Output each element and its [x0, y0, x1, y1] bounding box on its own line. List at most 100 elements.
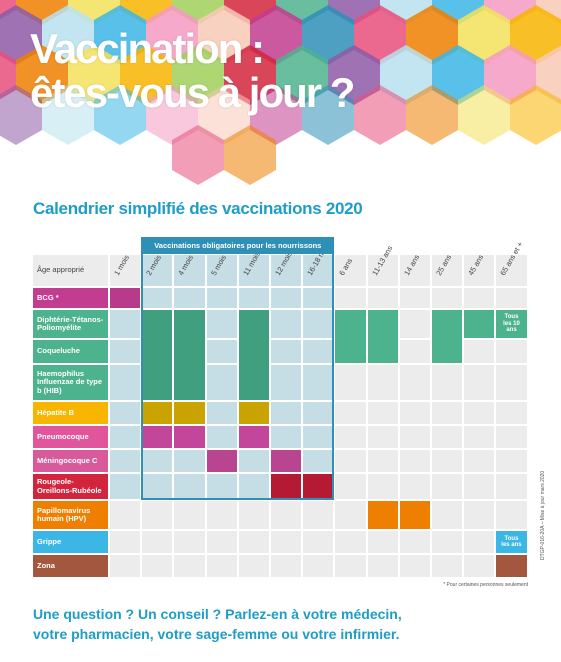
hexagon: [380, 0, 432, 25]
grid-cell: [237, 449, 270, 473]
grid-cell: [366, 530, 399, 554]
title: êtes-vous à jour ?: [30, 69, 355, 116]
vaccine-cell: [109, 287, 142, 309]
row-label: Méningocoque C: [32, 449, 109, 473]
grid-cell: [366, 425, 399, 449]
hexagon: [172, 125, 224, 185]
grid-cell: [173, 287, 206, 309]
grid-cell: [205, 530, 238, 554]
header-cell: [237, 254, 270, 287]
vaccine-cell: [463, 309, 496, 339]
grid-cell: [463, 449, 496, 473]
grid-cell: [270, 401, 303, 425]
footnote: * Pour certaines personnes seulement: [443, 582, 528, 588]
grid-cell: [205, 309, 238, 339]
grid-cell: [495, 401, 528, 425]
header-cell: [334, 254, 367, 287]
grid-cell: [302, 500, 335, 530]
hexagon: [94, 5, 146, 65]
vaccine-cell: [270, 449, 303, 473]
hexagon: [16, 45, 68, 105]
hexagon: [276, 0, 328, 25]
grid-cell: [463, 554, 496, 578]
grid-cell: [334, 425, 367, 449]
hexagon: [224, 0, 276, 25]
hexagon: [120, 0, 172, 25]
cell-annotation: Tous les 10 ans: [503, 314, 520, 334]
grid-cell: [141, 554, 174, 578]
grid-cell: [431, 364, 464, 401]
grid-cell: [270, 287, 303, 309]
grid-cell: [431, 401, 464, 425]
vaccine-cell: [173, 401, 206, 425]
cell-annotation: Tous les ans: [501, 535, 522, 549]
hexagon: [146, 5, 198, 65]
row-label: Pneumocoque: [32, 425, 109, 449]
grid-cell: [270, 500, 303, 530]
vaccine-cell: [173, 309, 206, 401]
grid-cell: [109, 309, 142, 339]
grid-cell: [431, 449, 464, 473]
grid-cell: [302, 449, 335, 473]
grid-cell: [398, 473, 431, 500]
hexagon: [172, 45, 224, 105]
grid-cell: [302, 554, 335, 578]
grid-cell: [302, 530, 335, 554]
hexagon: [380, 45, 432, 105]
grid-cell: [270, 425, 303, 449]
grid-cell: [109, 364, 142, 401]
header-cell: [205, 254, 238, 287]
grid-cell: [398, 287, 431, 309]
grid-cell: [366, 287, 399, 309]
grid-cell: [463, 287, 496, 309]
grid-cell: [334, 401, 367, 425]
header-cell: [495, 254, 528, 287]
header-cell: [431, 254, 464, 287]
row-label: Rougeole-Oreillons-Rubéole: [32, 473, 109, 500]
grid-cell: [366, 473, 399, 500]
grid-cell: [334, 530, 367, 554]
grid-cell: [205, 554, 238, 578]
row-label: Haemophilus Influenzae de type b (HIB): [32, 364, 109, 401]
grid-cell: [463, 425, 496, 449]
grid-cell: [334, 500, 367, 530]
grid-cell: [109, 425, 142, 449]
grid-cell: [398, 425, 431, 449]
grid-cell: [463, 364, 496, 401]
grid-cell: [205, 425, 238, 449]
hexagon: [224, 125, 276, 185]
grid-cell: [463, 339, 496, 364]
grid-cell: [431, 500, 464, 530]
footer-text: votre pharmacien, votre sage-femme ou vo…: [33, 626, 400, 642]
grid-cell: [463, 500, 496, 530]
hexagon: [0, 50, 16, 100]
hexagon: [0, 85, 42, 145]
grid-cell: [173, 500, 206, 530]
grid-cell: [109, 339, 142, 364]
banner: Vaccinations obligatoires pour les nourr…: [141, 237, 335, 254]
hexagon: [198, 85, 250, 145]
vaccine-cell: [205, 449, 238, 473]
grid-cell: [205, 339, 238, 364]
grid-cell: [109, 530, 142, 554]
hexagon: [354, 85, 406, 145]
grid-cell: [431, 425, 464, 449]
vaccine-cell: [495, 309, 528, 339]
grid-cell: [334, 473, 367, 500]
grid-cell: [205, 500, 238, 530]
hexagon: [328, 45, 380, 105]
hexagon: [354, 5, 406, 65]
vaccine-cell: [237, 401, 270, 425]
header-cell: [141, 254, 174, 287]
side-text: DTGP-016-20A – Mise à jour mars 2020: [540, 470, 546, 560]
vaccine-cell: [173, 425, 206, 449]
header-cell: [173, 254, 206, 287]
hexagon: [250, 85, 302, 145]
vaccine-cell: [495, 554, 528, 578]
hexagon: [484, 0, 536, 25]
vaccine-cell: [141, 309, 174, 401]
grid-cell: [366, 364, 399, 401]
grid-cell: [334, 449, 367, 473]
grid-cell: [398, 364, 431, 401]
grid-cell: [109, 554, 142, 578]
